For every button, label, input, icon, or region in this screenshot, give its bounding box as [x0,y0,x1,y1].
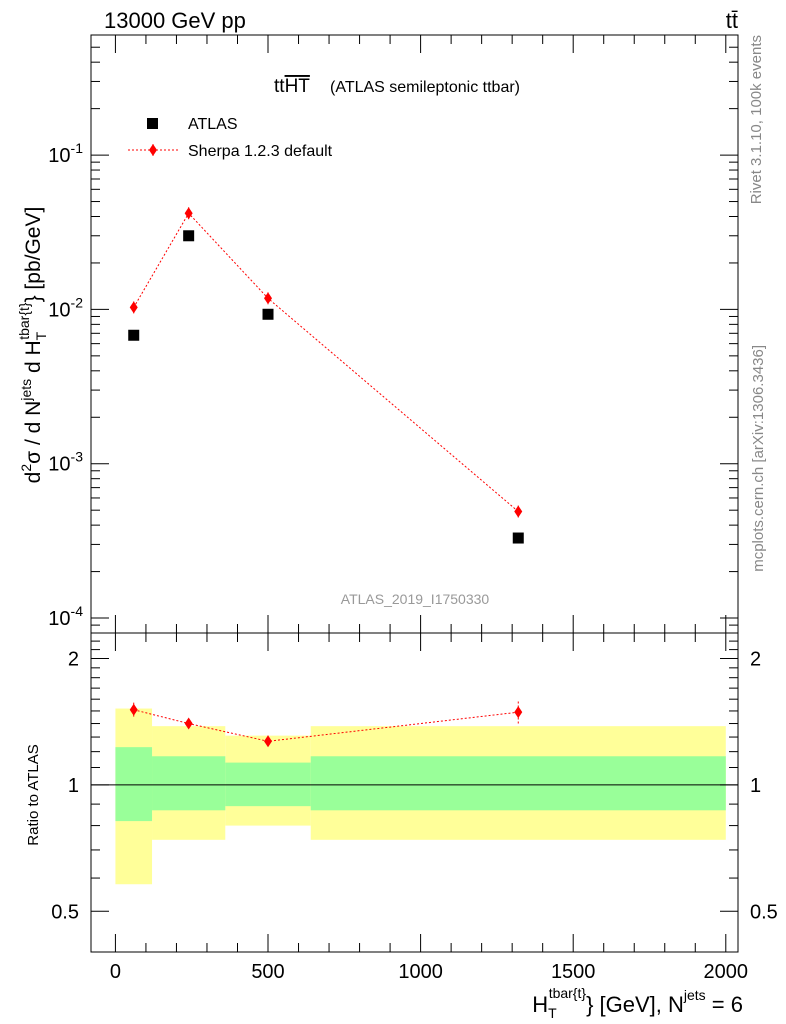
ratio-y-tick-label: 1 [68,775,79,797]
ratio-y-tick-label: 0.5 [51,901,79,923]
ratio-y-tick-label-right: 2 [750,648,761,670]
ratio-sherpa-line [133,709,519,742]
x-tick-label: 0 [110,961,121,983]
ratio-y-tick-label-right: 1 [750,775,761,797]
main-y-tick-label: 10-3 [48,449,83,476]
ratio-y-tick-label: 2 [68,648,79,670]
atlas-point [183,230,195,242]
watermark: ATLAS_2019_I1750330 [341,591,490,607]
main-panel: 10-1 10-2 10-3 10-4 ttHT (ATLAS semileptoni… [16,34,739,634]
mcplots-label: mcplots.cern.ch [arXiv:1306.3436] [750,345,767,572]
uncertainty-band-inner [115,747,153,822]
ratio-sherpa-point [129,703,138,716]
ratio-frame [90,632,739,953]
x-tick-label: 1000 [398,961,443,983]
legend: ATLAS Sherpa 1.2.3 default [128,116,333,160]
process-label: tt̄ [726,8,738,33]
plot-title: ttHT [274,76,310,97]
ratio-y-axis-label: Ratio to ATLAS [25,744,42,845]
atlas-point [512,532,524,544]
uncertainty-band-inner [310,756,726,811]
ratio-sherpa-point [264,735,273,748]
main-y-tick-label: 10-4 [48,603,83,630]
energy-label: 13000 GeV pp [104,8,246,33]
sherpa-point [514,505,523,518]
main-y-axis-label: d2σ / d Njets d HTtbar{t}} [pb/GeV] [16,207,49,484]
legend-sherpa-label: Sherpa 1.2.3 default [188,143,333,160]
x-tick-label: 1500 [551,961,596,983]
rivet-label: Rivet 3.1.10, 100k events [748,35,765,204]
main-y-tick-label: 10-2 [48,294,83,321]
sherpa-point [264,292,273,305]
sherpa-line [133,212,519,512]
ratio-sherpa-point [184,717,193,730]
x-tick-label: 500 [251,961,284,983]
atlas-point [128,329,140,341]
sherpa-point [129,301,138,314]
ratio-sherpa-point [514,706,523,719]
uncertainty-band-inner [225,762,311,807]
ratio-y-tick-label-right: 0.5 [750,901,778,923]
sherpa-point [184,207,193,220]
x-tick-label: 2000 [704,961,749,983]
plot-title-sub: (ATLAS semileptonic ttbar) [330,79,520,96]
legend-atlas-marker [147,118,158,129]
legend-atlas-label: ATLAS [188,116,238,133]
atlas-point [262,308,274,320]
uncertainty-band-inner [152,756,226,811]
legend-sherpa-marker [149,144,157,156]
main-y-tick-label: 10-1 [48,140,83,167]
x-axis-label: HTtbar{t}} [GeV], Njets = 6 [532,985,743,1021]
ratio-panel: 0.5 0.5 1 1 2 2 0 500 1000 1500 2000 Ratio to ATLA… [25,632,778,1021]
